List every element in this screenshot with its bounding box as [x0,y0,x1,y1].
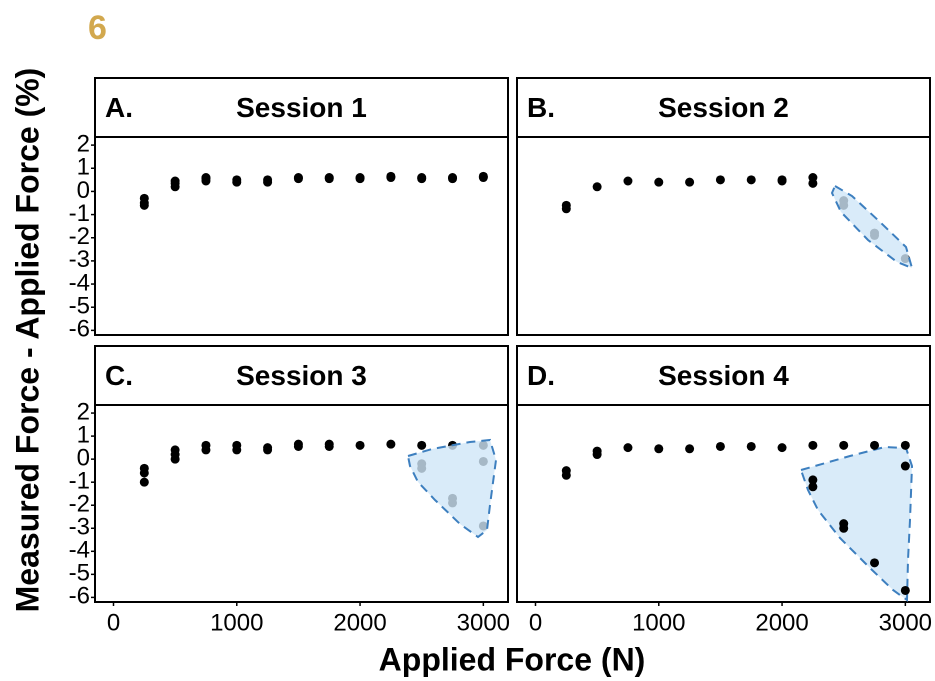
data-point [478,171,488,181]
data-point [623,176,633,186]
figure-number: 6 [88,9,107,47]
y-tick-label: -3 [69,246,90,273]
y-tick-label: 0 [77,444,90,471]
data-point [808,178,818,188]
highlight-regions [406,184,914,602]
y-axis-label: Measured Force - Applied Force (%) [9,68,45,613]
highlight-region [830,184,914,270]
panel-strip [516,77,931,138]
data-point [139,477,149,487]
y-tick-label: -6 [69,316,90,343]
data-point [592,446,602,456]
x-tick-label: 3000 [879,609,932,636]
panel-title: Session 2 [658,92,789,123]
y-tick-label: 1 [77,154,90,181]
panel-label: B. [527,92,555,123]
data-point [170,445,180,455]
data-point [715,441,725,451]
y-tick-label: -5 [69,293,90,320]
data-point [561,470,571,480]
data-point [293,173,303,183]
x-tick-label: 2000 [333,609,386,636]
data-point [417,440,427,450]
x-axis-label: Applied Force (N) [379,641,646,677]
data-point [808,440,818,450]
data-point [386,171,396,181]
data-point [139,200,149,210]
data-point [654,444,664,454]
data-point [355,173,365,183]
data-point [900,585,910,595]
y-tick-label: -4 [69,269,90,296]
data-point [777,176,787,186]
y-tick-label: -1 [69,468,90,495]
data-point [685,444,695,454]
plot-area [94,136,509,336]
data-point [623,443,633,453]
data-point [201,440,211,450]
data-point [324,439,334,449]
y-tick-label: -5 [69,560,90,587]
panel-title: Session 4 [658,360,789,391]
x-tick-label: 1000 [210,609,263,636]
x-tick-label: 3000 [457,609,510,636]
data-point [232,440,242,450]
x-tick-label: 1000 [632,609,685,636]
panel-label: A. [105,92,133,123]
panel-label: D. [527,360,555,391]
panel-title: Session 1 [236,92,367,123]
data-point [777,443,787,453]
data-point [900,461,910,471]
data-point [386,439,396,449]
data-point [870,558,880,568]
data-point [808,482,818,492]
panel-strip [94,77,509,138]
data-point [355,440,365,450]
panel-strip [94,345,509,406]
highlight-region [799,445,914,602]
data-point [839,523,849,533]
panel-title: Session 3 [236,360,367,391]
data-point [139,468,149,478]
data-point [715,175,725,185]
data-point [900,440,910,450]
panel-label: C. [105,360,133,391]
y-tick-label: -4 [69,537,90,564]
data-point [448,173,458,183]
y-tick-label: 0 [77,177,90,204]
data-point [170,176,180,186]
data-point [870,440,880,450]
data-point [654,177,664,187]
y-tick-label: -6 [69,583,90,610]
data-point [324,173,334,183]
data-point [561,204,571,214]
y-tick-label: -2 [69,491,90,518]
data-point [592,182,602,192]
x-tick-label: 0 [529,609,542,636]
panel-strip [516,345,931,406]
x-tick-label: 0 [107,609,120,636]
y-tick-label: -2 [69,223,90,250]
data-point [201,173,211,183]
y-tick-label: -1 [69,200,90,227]
data-point [746,441,756,451]
data-point [263,443,273,453]
data-point [232,175,242,185]
x-tick-label: 2000 [755,609,808,636]
data-point [808,475,818,485]
y-tick-label: 2 [77,130,90,157]
data-point [685,177,695,187]
y-tick-label: 1 [77,421,90,448]
y-tick-label: 2 [77,398,90,425]
data-point [417,173,427,183]
plot-area [516,136,931,336]
data-point [293,439,303,449]
data-point [746,175,756,185]
data-point [263,175,273,185]
y-tick-label: -3 [69,514,90,541]
highlight-region [406,438,498,539]
data-point [839,440,849,450]
